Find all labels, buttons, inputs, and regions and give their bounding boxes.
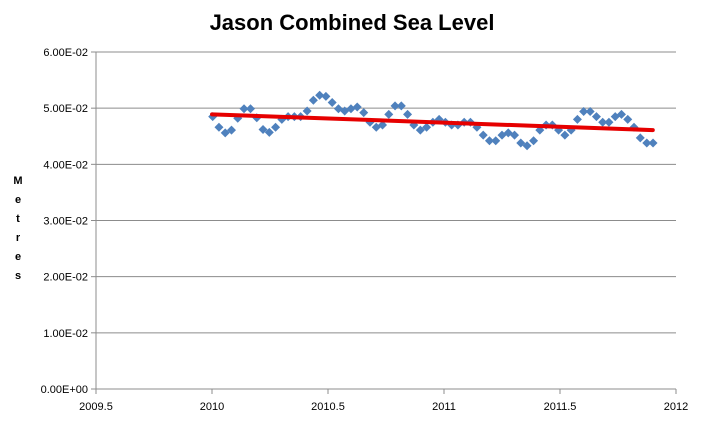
- data-point: [390, 101, 400, 111]
- data-point: [308, 95, 318, 105]
- data-point: [529, 136, 539, 146]
- y-axis-label-letter: t: [16, 213, 20, 225]
- data-point: [566, 125, 576, 135]
- y-axis-label-letter: M: [13, 175, 23, 187]
- data-point: [623, 114, 633, 124]
- data-point: [271, 122, 281, 132]
- y-axis-label-letter: s: [14, 270, 22, 282]
- data-point: [535, 125, 545, 135]
- data-point: [359, 108, 369, 118]
- data-point: [579, 107, 589, 117]
- data-point: [302, 106, 312, 116]
- data-point: [239, 104, 249, 114]
- data-point: [415, 125, 425, 135]
- data-point: [422, 122, 432, 132]
- y-tick-label: 0.00E+00: [41, 384, 88, 396]
- y-tick-label: 3.00E-02: [43, 216, 88, 228]
- y-tick-label: 1.00E-02: [43, 328, 88, 340]
- data-point: [246, 104, 256, 114]
- data-point: [378, 120, 388, 130]
- data-point: [572, 114, 582, 124]
- x-tick-label: 2011: [432, 401, 456, 413]
- data-point: [560, 130, 570, 140]
- data-point: [264, 127, 274, 137]
- data-point: [635, 133, 645, 143]
- data-point: [510, 130, 520, 140]
- data-point: [346, 104, 356, 114]
- x-tick-label: 2011.5: [544, 401, 577, 413]
- x-tick-label: 2009.5: [79, 401, 113, 413]
- x-tick-label: 2010.5: [311, 401, 345, 413]
- y-tick-label: 5.00E-02: [43, 103, 88, 115]
- data-point: [327, 98, 337, 108]
- data-point: [384, 109, 394, 119]
- data-point: [598, 117, 608, 127]
- data-point: [315, 90, 325, 100]
- x-tick-label: 2012: [664, 401, 688, 413]
- y-tick-label: 6.00E-02: [43, 47, 88, 59]
- y-axis-label-letter: r: [15, 232, 21, 244]
- y-axis-label-letter: e: [14, 194, 22, 206]
- data-point: [516, 138, 526, 148]
- data-point: [642, 138, 652, 148]
- data-point: [585, 107, 595, 117]
- data-point: [604, 117, 614, 127]
- data-point: [616, 109, 626, 119]
- data-point: [484, 136, 494, 146]
- data-point: [220, 128, 230, 138]
- data-point: [321, 91, 331, 101]
- data-point: [554, 125, 564, 135]
- data-point: [214, 122, 224, 132]
- data-point: [522, 141, 532, 151]
- y-tick-label: 4.00E-02: [43, 159, 88, 171]
- data-point: [396, 101, 406, 111]
- data-point: [226, 125, 236, 135]
- data-point: [403, 109, 413, 119]
- data-point: [591, 112, 601, 122]
- chart-title: Jason Combined Sea Level: [209, 10, 495, 35]
- data-point: [478, 130, 488, 140]
- y-tick-label: 2.00E-02: [43, 272, 88, 284]
- data-point: [491, 136, 501, 146]
- data-point: [648, 138, 658, 148]
- data-point: [352, 102, 362, 112]
- x-tick-label: 2010: [200, 401, 224, 413]
- data-point: [258, 125, 268, 135]
- trend-line: [210, 112, 655, 133]
- y-axis-label-letter: e: [14, 251, 22, 263]
